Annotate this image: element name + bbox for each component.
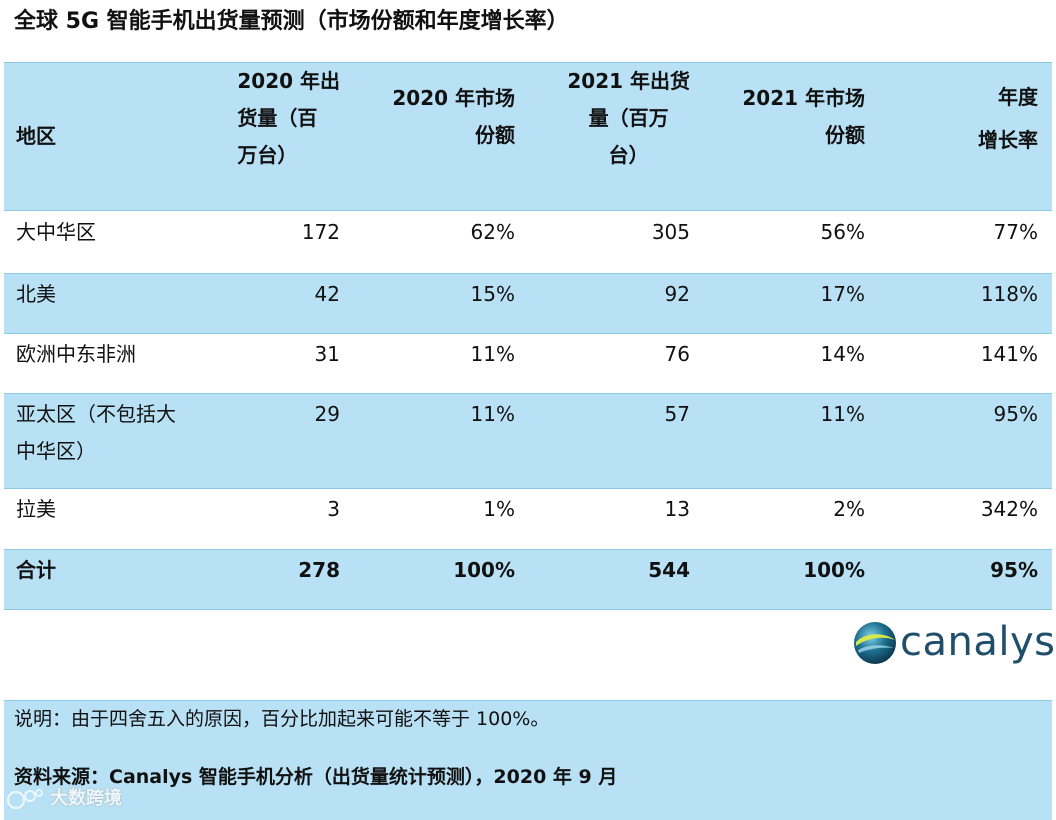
ship-2021-cell: 76 xyxy=(529,333,704,394)
page-title: 全球 5G 智能手机出货量预测（市场份额和年度增长率） xyxy=(14,9,569,34)
region-cell: 亚太区（不包括大 中华区） xyxy=(4,393,214,489)
header-growth: 年度 增长率 xyxy=(879,63,1052,211)
header-share-2020: 2020 年市场 份额 xyxy=(354,63,529,211)
ship-2020-cell: 29 xyxy=(214,393,354,489)
header-share-2021: 2021 年市场 份额 xyxy=(704,63,879,211)
ship-2020-cell: 172 xyxy=(214,210,354,274)
ship-2021-cell: 57 xyxy=(529,393,704,489)
region-cell: 拉美 xyxy=(4,488,214,550)
total-ship-2021: 544 xyxy=(529,549,704,610)
region-cell: 大中华区 xyxy=(4,210,214,274)
table-row: 大中华区 172 62% 305 56% 77% xyxy=(4,210,1052,274)
note-panel xyxy=(4,700,1052,820)
share-2020-cell: 1% xyxy=(354,488,529,550)
header-ship-2021: 2021 年出货 量（百万 台） xyxy=(529,63,704,211)
share-2021-cell: 2% xyxy=(704,488,879,550)
ship-2020-cell: 31 xyxy=(214,333,354,394)
table-row: 拉美 3 1% 13 2% 342% xyxy=(4,488,1052,550)
share-2021-cell: 17% xyxy=(704,273,879,334)
growth-cell: 141% xyxy=(879,333,1052,394)
shipment-table: 地区 2020 年出 货量（百 万台） 2020 年市场 份额 2021 年出货… xyxy=(4,63,1052,610)
ship-2021-cell: 92 xyxy=(529,273,704,334)
table-row: 北美 42 15% 92 17% 118% xyxy=(4,273,1052,334)
growth-cell: 77% xyxy=(879,210,1052,274)
watermark-logo-icon xyxy=(6,789,43,810)
share-2021-cell: 56% xyxy=(704,210,879,274)
watermark-text: 大数跨境 xyxy=(50,788,122,809)
growth-cell: 118% xyxy=(879,273,1052,334)
ship-2021-cell: 13 xyxy=(529,488,704,550)
table-top-rule xyxy=(4,62,1052,63)
share-2021-cell: 14% xyxy=(704,333,879,394)
total-growth: 95% xyxy=(879,549,1052,610)
table-row: 亚太区（不包括大 中华区） 29 11% 57 11% 95% xyxy=(4,393,1052,489)
region-cell: 欧洲中东非洲 xyxy=(4,333,214,394)
total-share-2021: 100% xyxy=(704,549,879,610)
table-row: 欧洲中东非洲 31 11% 76 14% 141% xyxy=(4,333,1052,394)
header-ship-2020: 2020 年出 货量（百 万台） xyxy=(214,63,354,211)
total-label: 合计 xyxy=(4,549,214,610)
share-2020-cell: 11% xyxy=(354,333,529,394)
canalys-logo: canalys xyxy=(850,616,1055,672)
source-line: 资料来源：Canalys 智能手机分析（出货量统计预测），2020 年 9 月 xyxy=(14,766,618,788)
total-ship-2020: 278 xyxy=(214,549,354,610)
ship-2021-cell: 305 xyxy=(529,210,704,274)
logo-wordmark: canalys xyxy=(900,619,1056,665)
share-2021-cell: 11% xyxy=(704,393,879,489)
rounding-note: 说明：由于四舍五入的原因，百分比加起来可能不等于 100%。 xyxy=(14,708,550,730)
growth-cell: 342% xyxy=(879,488,1052,550)
watermark: 大数跨境 xyxy=(6,782,146,816)
growth-cell: 95% xyxy=(879,393,1052,489)
ship-2020-cell: 3 xyxy=(214,488,354,550)
table-total-row: 合计 278 100% 544 100% 95% xyxy=(4,549,1052,610)
total-share-2020: 100% xyxy=(354,549,529,610)
share-2020-cell: 11% xyxy=(354,393,529,489)
share-2020-cell: 15% xyxy=(354,273,529,334)
region-cell: 北美 xyxy=(4,273,214,334)
header-region: 地区 xyxy=(4,63,214,211)
share-2020-cell: 62% xyxy=(354,210,529,274)
canalys-globe-icon xyxy=(854,622,896,664)
ship-2020-cell: 42 xyxy=(214,273,354,334)
table-header-row: 地区 2020 年出 货量（百 万台） 2020 年市场 份额 2021 年出货… xyxy=(4,63,1052,211)
